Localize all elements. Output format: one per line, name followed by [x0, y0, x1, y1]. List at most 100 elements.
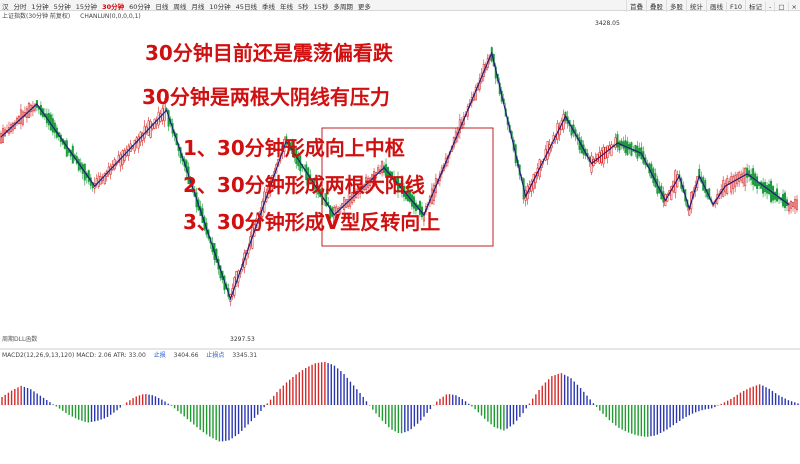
toolbar-button-6[interactable]: 标记: [745, 0, 765, 12]
period-tabs: 汉分时 1分钟 5分钟 15分钟 30分钟 60分钟 日线 周线 月线 10分钟 45日线 季线 年线 5…: [2, 1, 376, 11]
candle-body: [353, 188, 356, 201]
candle-body: [790, 200, 793, 209]
candle-body: [596, 153, 599, 162]
candle-body: [634, 145, 637, 153]
candle-body: [65, 140, 68, 157]
macd-info-line: MACD2(12,26,9,13,120) MACD: 2.06 ATR: 33…: [0, 350, 261, 359]
candle-body: [626, 141, 629, 156]
candle-body: [422, 212, 425, 222]
period-tab-9[interactable]: 月线: [191, 3, 205, 11]
macd-value-b: 3345.31: [232, 352, 258, 359]
candle-body: [616, 134, 619, 148]
period-tab-7[interactable]: 日线: [155, 3, 169, 11]
toolbar-button-7[interactable]: -: [765, 2, 774, 12]
period-tab-4[interactable]: 15分钟: [75, 3, 98, 11]
candle-body: [570, 124, 573, 136]
toolbar-button-1[interactable]: 叠股: [646, 0, 666, 12]
period-tab-8[interactable]: 周线: [173, 3, 187, 11]
annotation-line-5: 3、30分钟形成V型反转向上: [183, 210, 440, 234]
candle-body: [756, 176, 759, 189]
high-price-label: 3428.05: [595, 20, 620, 27]
period-tab-6[interactable]: 60分钟: [129, 3, 151, 11]
period-tab-13[interactable]: 年线: [279, 3, 293, 11]
candle-body: [670, 185, 673, 201]
candle-body: [746, 167, 749, 178]
low-price-label: 3297.53: [230, 336, 255, 343]
macd-mark-b: 止损点: [206, 352, 225, 359]
candle-body: [784, 192, 787, 208]
candle-body: [21, 111, 24, 125]
candle-body: [19, 109, 22, 124]
candle-body: [794, 199, 797, 209]
period-tab-17[interactable]: 更多: [357, 3, 371, 11]
bottom-left-label: 周期DLL函数: [2, 335, 37, 343]
period-toolbar: 汉分时 1分钟 5分钟 15分钟 30分钟 60分钟 日线 周线 月线 10分钟 45日线 季线 年线 5…: [0, 0, 800, 12]
candle-body: [610, 144, 613, 157]
period-tab-15[interactable]: 15秒: [313, 3, 329, 11]
candle-body: [117, 155, 120, 163]
macd-value-a: 3404.66: [173, 352, 199, 359]
chanlun-strokes: [0, 50, 790, 301]
toolbar-button-3[interactable]: 统计: [686, 0, 706, 12]
candle-body: [400, 180, 403, 193]
period-tab-12[interactable]: 季线: [261, 3, 275, 11]
period-tab-1[interactable]: 分时: [13, 3, 27, 11]
annotation-box: [321, 127, 494, 247]
candle-body: [133, 139, 136, 152]
macd-params: MACD2(12,26,9,13,120) MACD: 2.06 ATR: 33…: [2, 352, 146, 359]
chart-labels: 30分钟目前还是震荡偏看跌 30分钟是两根大阴线有压力 1、30分钟形成向上中枢 2、…: [2, 20, 620, 343]
candle-body: [325, 193, 328, 207]
candle-body: [47, 113, 50, 126]
period-tab-10[interactable]: 10分钟: [209, 3, 231, 11]
index-name: 上证指数(30分钟 前复权): [2, 13, 71, 20]
period-tab-3[interactable]: 5分钟: [53, 3, 71, 11]
candle-body: [614, 137, 617, 148]
annotation-line-4: 2、30分钟形成两根大阳线: [183, 173, 425, 197]
candle-body: [618, 141, 621, 151]
candle-body: [329, 205, 332, 219]
candle-body: [788, 202, 791, 212]
candle-body: [760, 181, 763, 189]
candle-body: [620, 140, 623, 147]
candle-body: [381, 161, 384, 174]
macd-mark-a: 止损: [153, 352, 166, 359]
period-tab-14[interactable]: 5秒: [297, 3, 309, 11]
candle-body: [738, 172, 741, 182]
candle-body: [149, 121, 152, 138]
candle-body: [418, 201, 421, 215]
candle-body: [343, 196, 346, 211]
candle-body: [752, 168, 755, 185]
candle-body: [742, 172, 745, 184]
candle-body: [0, 133, 2, 144]
candle-body: [748, 170, 751, 177]
candle-body: [602, 146, 605, 165]
candle-body: [730, 176, 733, 193]
indicator-info-line: 上证指数(30分钟 前复权) CHANLUN(0,0,0,0,1): [0, 11, 147, 20]
candle-body: [762, 182, 765, 194]
toolbar-right-buttons: 首叠 叠股 多股 统计 画线 F10 标记 - □ ×: [626, 0, 800, 12]
toolbar-button-5[interactable]: F10: [726, 2, 745, 12]
stroke-line: [0, 50, 790, 301]
candle-body: [373, 171, 376, 187]
period-tab-16[interactable]: 多周期: [333, 3, 353, 11]
candle-body: [339, 207, 342, 215]
toolbar-button-8[interactable]: □: [774, 2, 787, 12]
candle-body: [698, 168, 701, 179]
period-tab-11[interactable]: 45日线: [235, 3, 257, 11]
candle-body: [726, 178, 729, 194]
period-tab-0[interactable]: 汉: [2, 3, 9, 11]
overlay-indicator: CHANLUN(0,0,0,0,1): [80, 13, 141, 20]
annotation-line-2: 30分钟是两根大阴线有压力: [142, 85, 390, 109]
toolbar-button-0[interactable]: 首叠: [626, 0, 646, 12]
annotation-line-3: 1、30分钟形成向上中枢: [183, 136, 405, 160]
candle-body: [744, 167, 747, 187]
period-tab-2[interactable]: 1分钟: [31, 3, 49, 11]
candle-body: [291, 140, 294, 154]
toolbar-button-2[interactable]: 多股: [666, 0, 686, 12]
period-tab-5[interactable]: 30分钟: [102, 3, 125, 11]
candle-body: [796, 199, 798, 210]
toolbar-button-9[interactable]: ×: [787, 2, 800, 12]
candle-body: [774, 192, 777, 200]
toolbar-button-4[interactable]: 画线: [706, 0, 726, 12]
